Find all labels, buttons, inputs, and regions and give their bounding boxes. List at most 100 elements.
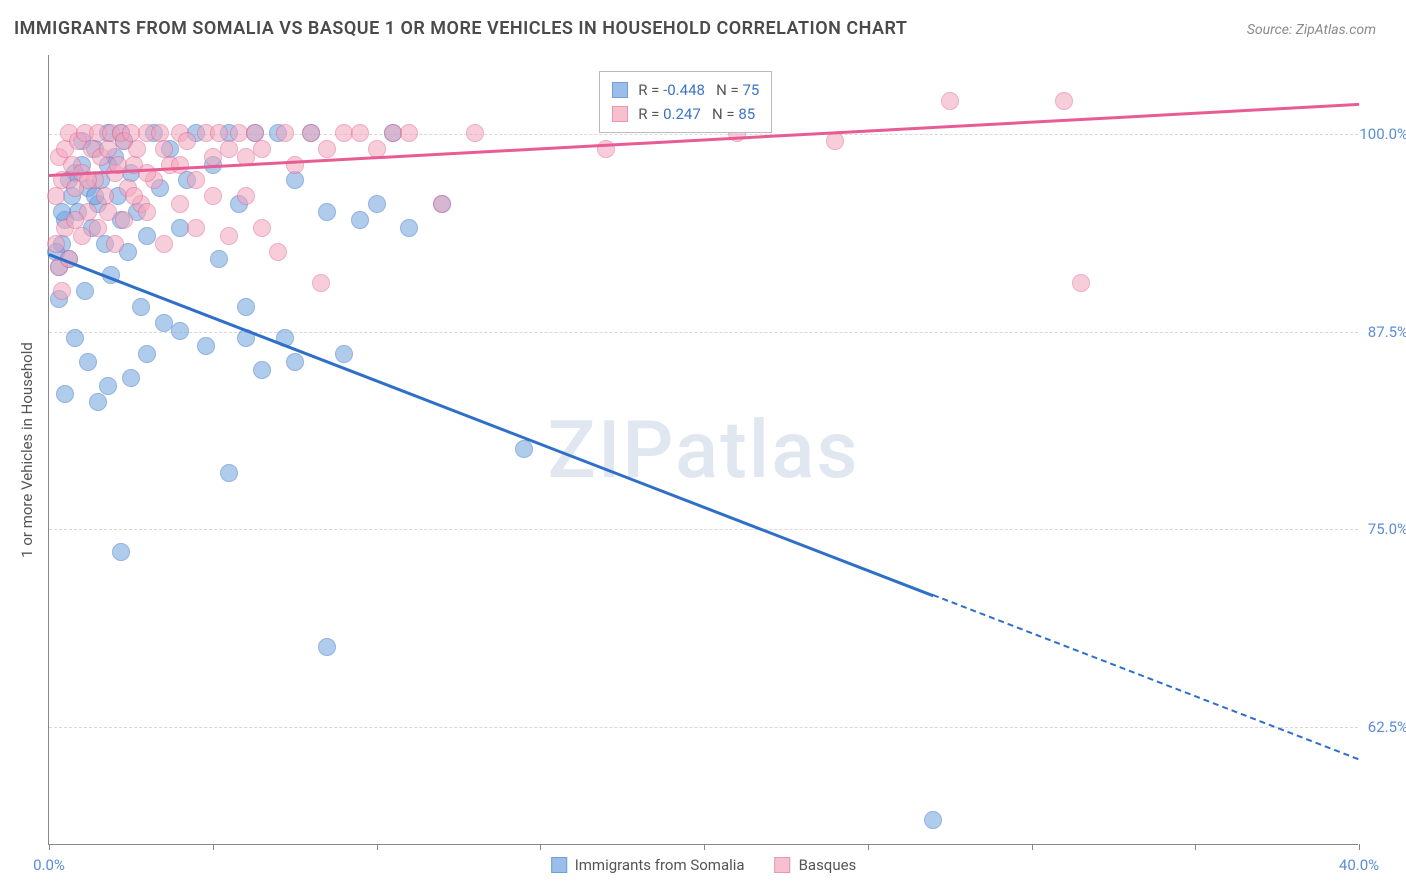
x-tick (49, 844, 50, 850)
scatter-point (204, 187, 222, 205)
scatter-point (106, 235, 124, 253)
scatter-point (99, 203, 117, 221)
legend-stats-text: R = 0.247 N = 85 (638, 105, 755, 123)
legend-stats-row: R = 0.247 N = 85 (612, 102, 759, 126)
legend-item: Immigrants from Somalia (551, 856, 745, 874)
scatter-point (220, 140, 238, 158)
scatter-point (56, 385, 74, 403)
legend-stats-row: R = -0.448 N = 75 (612, 78, 759, 102)
scatter-point (253, 219, 271, 237)
trend-line-dashed (933, 594, 1359, 760)
scatter-point (138, 227, 156, 245)
scatter-point (89, 393, 107, 411)
legend-label: Immigrants from Somalia (575, 856, 745, 874)
scatter-point (253, 361, 271, 379)
x-tick (1195, 844, 1196, 850)
scatter-point (253, 140, 271, 158)
scatter-point (187, 219, 205, 237)
scatter-point (125, 187, 143, 205)
scatter-point (1072, 274, 1090, 292)
y-tick-label: 87.5% (1368, 323, 1406, 341)
legend-stats: R = -0.448 N = 75 R = 0.247 N = 85 (599, 71, 772, 133)
trend-line (49, 253, 934, 597)
scatter-point (466, 124, 484, 142)
scatter-point (122, 369, 140, 387)
scatter-point (73, 227, 91, 245)
scatter-point (318, 638, 336, 656)
legend-swatch (612, 106, 628, 122)
scatter-point (400, 124, 418, 142)
scatter-point (155, 314, 173, 332)
legend-swatch (612, 82, 628, 98)
x-tick (377, 844, 378, 850)
scatter-point (433, 195, 451, 213)
scatter-point (128, 140, 146, 158)
scatter-point (171, 219, 189, 237)
source-label: Source: ZipAtlas.com (1247, 22, 1376, 38)
scatter-point (220, 227, 238, 245)
scatter-point (230, 124, 248, 142)
scatter-point (89, 219, 107, 237)
scatter-point (302, 124, 320, 142)
scatter-point (400, 219, 418, 237)
scatter-point (237, 187, 255, 205)
chart-container: IMMIGRANTS FROM SOMALIA VS BASQUE 1 OR M… (0, 0, 1406, 892)
scatter-point (204, 148, 222, 166)
scatter-point (351, 124, 369, 142)
scatter-point (171, 195, 189, 213)
scatter-point (112, 543, 130, 561)
scatter-point (47, 187, 65, 205)
scatter-point (171, 156, 189, 174)
legend-label: Basques (799, 856, 857, 874)
scatter-point (171, 322, 189, 340)
scatter-point (155, 235, 173, 253)
scatter-point (924, 811, 942, 829)
x-tick (704, 844, 705, 850)
scatter-point (132, 298, 150, 316)
scatter-point (276, 124, 294, 142)
scatter-point (826, 132, 844, 150)
y-tick-label: 75.0% (1368, 520, 1406, 538)
plot-area: 1 or more Vehicles in Household ZIPatlas… (48, 55, 1358, 845)
scatter-point (138, 164, 156, 182)
scatter-point (335, 124, 353, 142)
scatter-point (515, 440, 533, 458)
x-tick (1032, 844, 1033, 850)
gridline-h (49, 529, 1358, 530)
scatter-point (1055, 92, 1073, 110)
scatter-point (269, 243, 287, 261)
x-tick (540, 844, 541, 850)
x-tick-label: 0.0% (33, 856, 65, 874)
x-tick (868, 844, 869, 850)
scatter-point (187, 171, 205, 189)
scatter-point (66, 329, 84, 347)
watermark: ZIPatlas (548, 403, 860, 497)
legend-swatch (775, 857, 791, 873)
scatter-point (335, 345, 353, 363)
y-axis-label: 1 or more Vehicles in Household (18, 342, 36, 558)
legend-item: Basques (775, 856, 857, 874)
scatter-point (286, 353, 304, 371)
x-tick (1359, 844, 1360, 850)
scatter-point (197, 337, 215, 355)
legend-swatch (551, 857, 567, 873)
scatter-point (79, 353, 97, 371)
scatter-point (312, 274, 330, 292)
scatter-point (220, 464, 238, 482)
scatter-point (384, 124, 402, 142)
scatter-point (138, 345, 156, 363)
scatter-point (76, 282, 94, 300)
scatter-point (237, 298, 255, 316)
y-tick-label: 100.0% (1359, 125, 1406, 143)
legend-stats-text: R = -0.448 N = 75 (638, 81, 759, 99)
legend-bottom: Immigrants from Somalia Basques (551, 856, 857, 874)
scatter-point (138, 203, 156, 221)
scatter-point (286, 171, 304, 189)
scatter-point (318, 140, 336, 158)
scatter-point (53, 282, 71, 300)
scatter-point (178, 132, 196, 150)
chart-title: IMMIGRANTS FROM SOMALIA VS BASQUE 1 OR M… (14, 18, 907, 39)
scatter-point (115, 211, 133, 229)
scatter-point (351, 211, 369, 229)
scatter-point (941, 92, 959, 110)
